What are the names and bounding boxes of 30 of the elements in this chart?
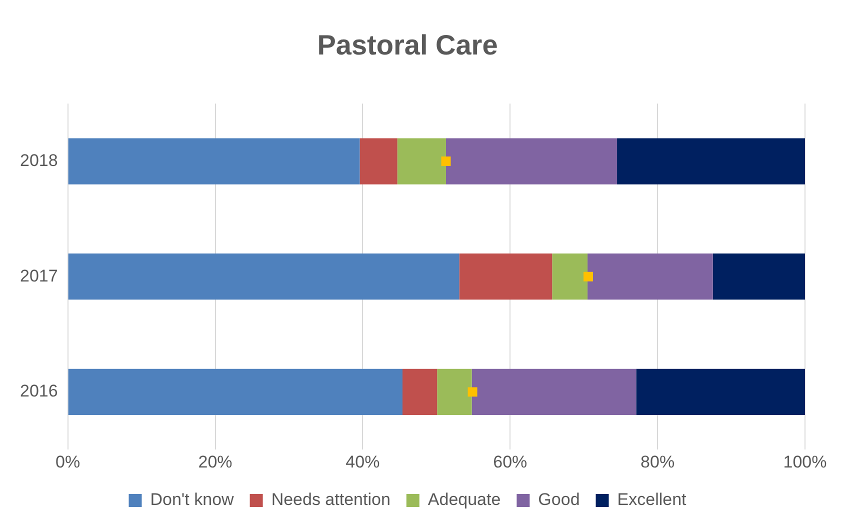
- bar: [402, 368, 438, 415]
- bar: [360, 138, 398, 184]
- legend-label: Adequate: [428, 490, 501, 510]
- y-tick-label: 2016: [20, 382, 58, 401]
- bar: [437, 368, 472, 415]
- x-tick-label: 80%: [640, 452, 675, 472]
- x-tick-label: 40%: [346, 452, 380, 472]
- bar: [68, 368, 402, 415]
- bar: [636, 368, 805, 415]
- bar: [588, 254, 713, 300]
- y-tick-label: 2017: [20, 266, 58, 286]
- bar: [68, 254, 460, 300]
- x-tick-label: 20%: [198, 452, 232, 472]
- bar: [472, 368, 636, 415]
- bar: [68, 138, 360, 184]
- x-tick-label: 0%: [56, 452, 80, 472]
- x-tick-label: 100%: [783, 452, 827, 472]
- y-tick-label: 2018: [20, 150, 58, 170]
- legend-label: Excellent: [617, 490, 687, 510]
- bar: [446, 138, 618, 184]
- bar: [712, 254, 805, 300]
- bar: [617, 138, 805, 184]
- x-tick-label: 60%: [493, 452, 528, 472]
- legend-label: Good: [538, 490, 580, 510]
- chart-title: Pastoral Care: [317, 30, 498, 61]
- bar: [552, 254, 588, 300]
- legend-label: Needs attention: [271, 490, 390, 510]
- legend-label: Don't know: [150, 490, 235, 510]
- bar: [397, 138, 446, 184]
- bar: [459, 254, 552, 300]
